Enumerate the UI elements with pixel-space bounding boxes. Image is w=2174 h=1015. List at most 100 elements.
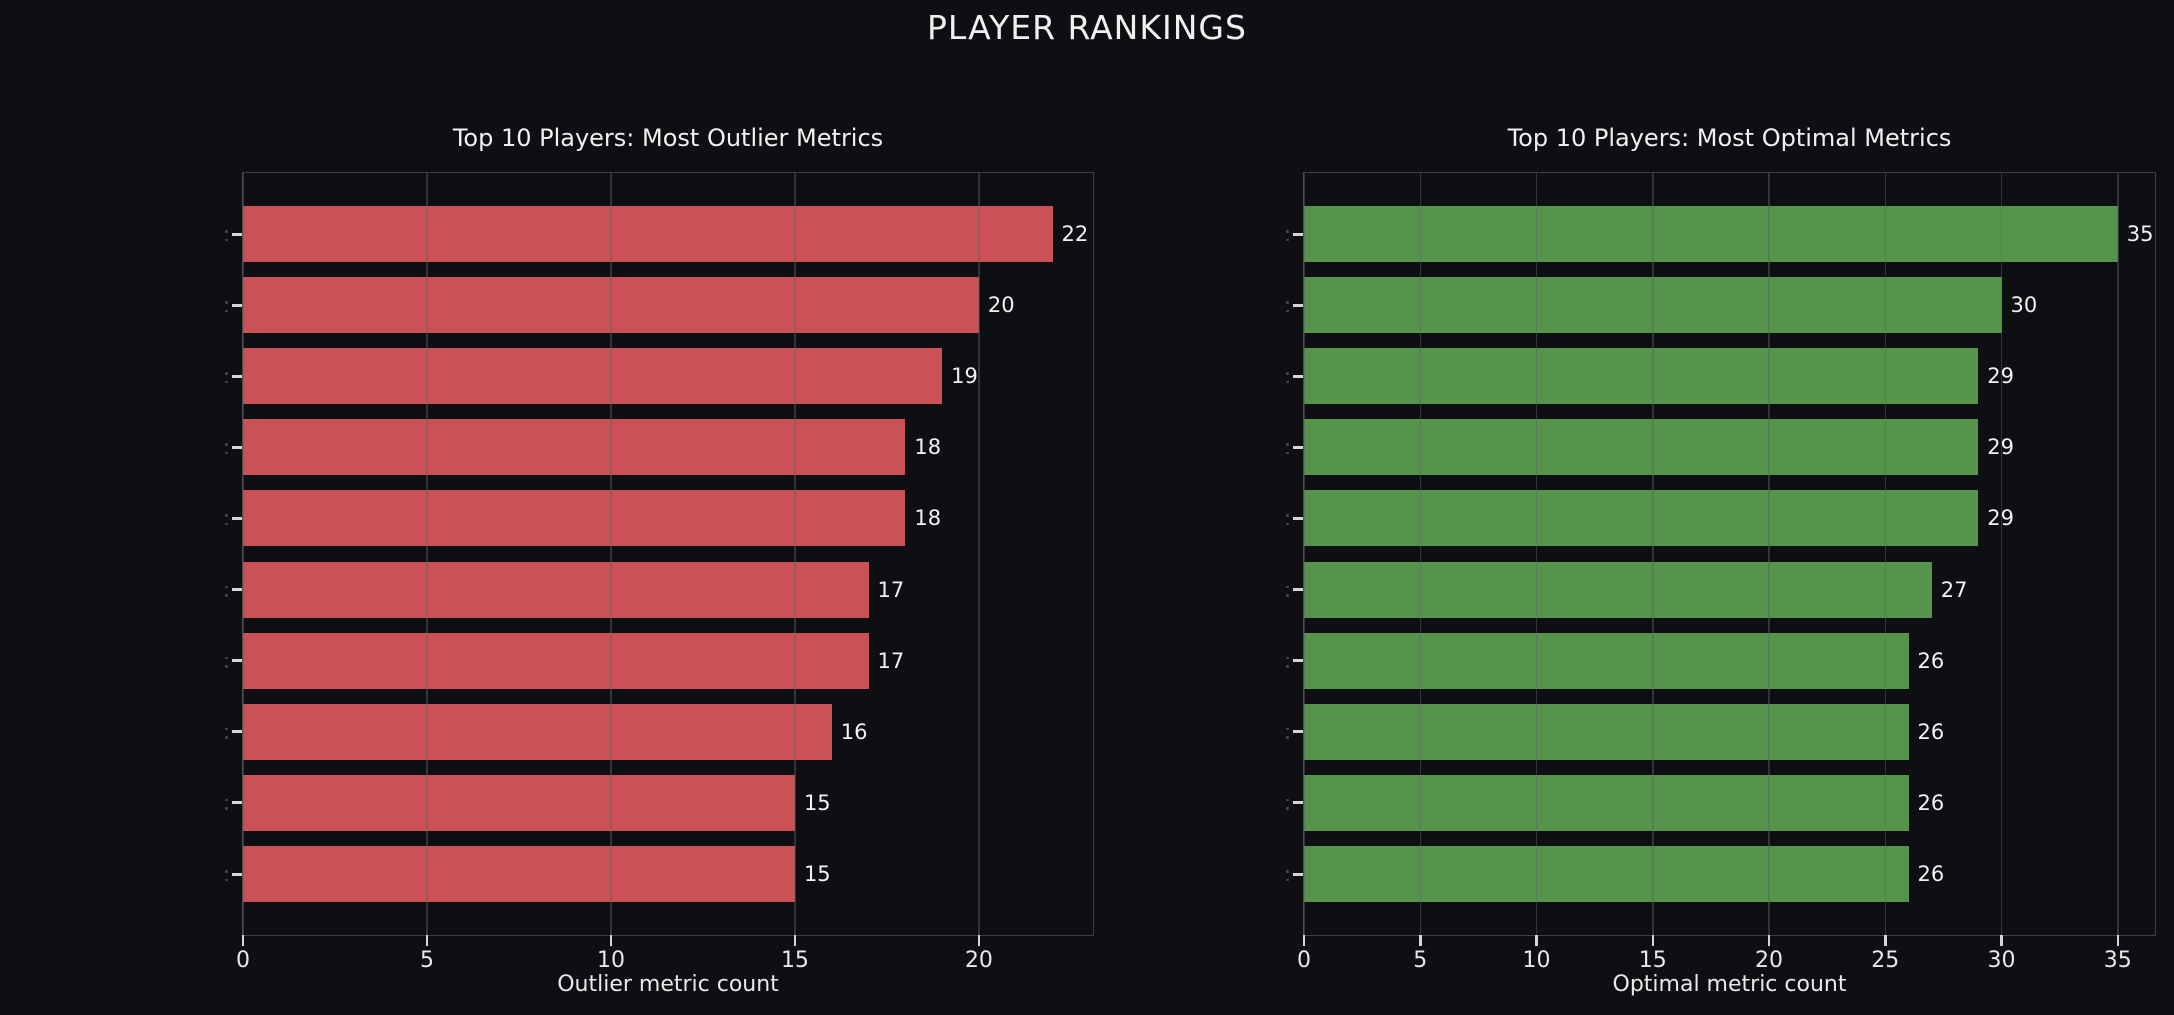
x-tick-mark-35 [2116,935,2120,946]
bar-value-label: 27 [1940,577,1968,602]
x-tick-label-5: 5 [1413,948,1428,973]
bar-value-label: 16 [840,719,868,744]
x-tick-mark-30 [2000,935,2003,946]
x-tick-mark-5 [1419,935,1422,946]
x-tick-label-10: 10 [1522,948,1551,973]
gridline-x-15 [1652,173,1654,935]
y-tick-mark [232,872,242,876]
bar-rank-5 [243,490,906,547]
bar-rank-8 [243,703,832,760]
gridline-x-10 [610,173,612,935]
y-tick-label [225,585,228,603]
x-tick-mark-5 [425,935,429,946]
y-tick-label [225,372,228,389]
bar-value-label: 20 [987,293,1015,318]
bar-rank-10 [1304,846,1909,902]
x-tick-mark-15 [1651,935,1655,946]
gridline-x-35 [2117,173,2119,935]
bar-rank-4 [1304,419,1979,476]
y-tick-mark [1293,303,1303,307]
y-tick-label [225,514,228,531]
bar-value-label: 17 [877,577,905,602]
y-tick-mark [1293,872,1303,876]
bar-value-label: 26 [1917,719,1945,744]
bar-value-label: 35 [2126,222,2154,246]
x-tick-label-15: 15 [780,948,809,973]
y-tick-mark [1293,588,1303,592]
y-tick-mark [1293,445,1303,449]
y-tick-label [225,656,228,674]
y-tick-label [1286,514,1289,531]
x-tick-label-30: 30 [1987,948,2016,973]
bar-value-label: 15 [803,790,831,815]
bar-value-label: 19 [951,364,978,389]
y-tick-mark [232,374,242,378]
y-tick-mark [1293,516,1303,520]
bar-value-label: 17 [877,648,905,673]
bar-value-label: 29 [1987,506,2015,531]
y-tick-mark [232,445,242,449]
y-tick-label [1286,798,1289,816]
bar-value-label: 22 [1061,222,1089,246]
y-tick-label [1286,727,1289,745]
y-tick-label [225,727,228,745]
bar-rank-1 [243,206,1053,262]
bar-value-label: 26 [1917,790,1945,815]
y-tick-mark [1293,374,1303,378]
x-tick-mark-0 [1302,935,1306,946]
y-tick-label [225,443,228,460]
y-tick-mark [232,730,242,734]
bar-rank-3 [243,348,943,405]
x-tick-mark-10 [1535,935,1538,946]
bar-rank-7 [243,632,869,689]
x-tick-mark-0 [241,935,245,946]
bar-value-label: 29 [1987,435,2015,460]
x-tick-label-25: 25 [1871,948,1900,973]
x-tick-label-10: 10 [596,948,625,973]
gridline-x-0 [242,173,244,935]
y-tick-mark [1293,659,1303,663]
bar-value-label: 18 [914,435,942,460]
y-tick-mark [1293,801,1303,805]
y-tick-mark [232,659,242,663]
bar-rank-2 [1304,277,2002,334]
bar-value-label: 30 [2010,293,2038,318]
bar-rank-1 [1304,206,2118,262]
bar-rank-10 [243,846,795,902]
gridline-x-25 [1884,173,1887,935]
x-tick-label-0: 0 [236,948,250,973]
y-tick-label [225,301,228,318]
y-tick-label [1286,301,1289,318]
y-tick-label [1286,372,1289,389]
x-tick-label-35: 35 [2103,948,2132,973]
y-tick-label [225,798,228,816]
y-tick-mark [232,516,242,520]
y-tick-label [1286,443,1289,460]
y-tick-label [1286,870,1289,887]
x-tick-label-15: 15 [1638,948,1667,973]
gridline-x-30 [2000,173,2003,935]
y-tick-label [1286,585,1289,603]
gridline-x-0 [1303,173,1305,935]
y-tick-label [225,230,228,247]
y-tick-mark [232,303,242,307]
plot-area-outlier: 22 20 19 18 18 17 17 16 15 15 0 5 10 15 20 [225,172,1094,973]
bar-rank-3 [1304,348,1979,405]
y-tick-mark [232,232,242,236]
y-tick-mark [1293,232,1303,236]
x-tick-mark-20 [1767,935,1771,946]
y-tick-mark [232,801,242,805]
bar-rank-5 [1304,490,1979,547]
x-tick-mark-10 [609,935,613,946]
gridline-x-20 [978,173,980,935]
bar-value-label: 26 [1917,648,1945,673]
plot-title-outlier: Top 10 Players: Most Outlier Metrics [452,124,884,152]
x-tick-mark-15 [793,935,797,946]
gridline-x-10 [1535,173,1538,935]
bar-rank-2 [243,277,979,334]
bar-rank-9 [1304,774,1909,831]
x-axis-label-optimal: Optimal metric count [1612,972,1847,997]
bar-rank-7 [1304,632,1909,689]
y-tick-label [225,870,228,887]
gridline-x-20 [1768,173,1770,935]
